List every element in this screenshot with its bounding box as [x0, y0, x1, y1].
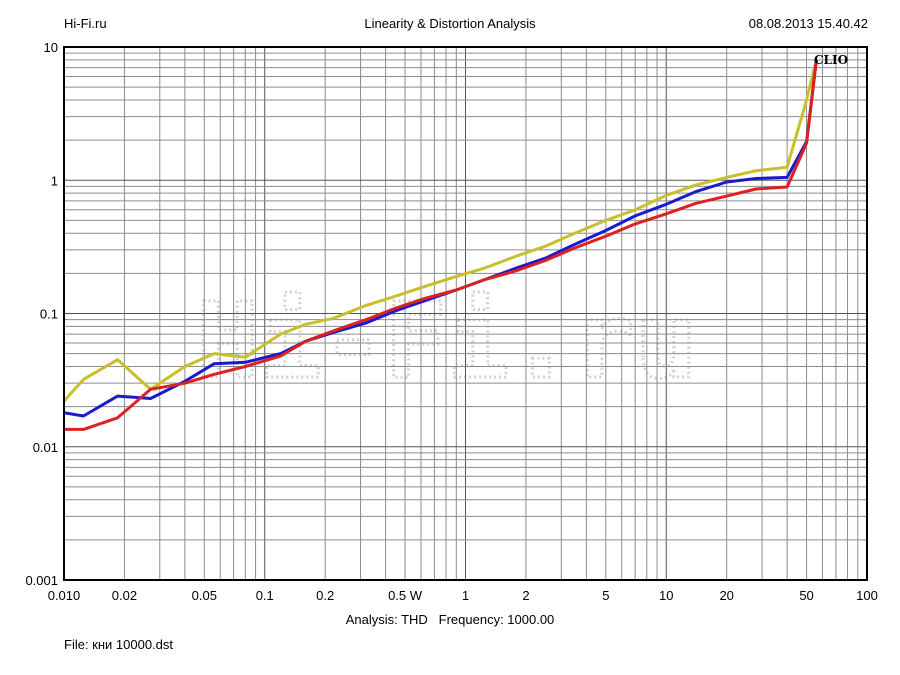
series-line-1: [64, 59, 818, 403]
analysis-info: Analysis: THD Frequency: 1000.00: [0, 612, 900, 627]
y-tick-label: 0.001: [25, 573, 58, 588]
watermark-text: Hi-Fi.ru: [197, 280, 698, 402]
y-tick-label: 1: [51, 173, 58, 188]
x-tick-label: 1: [462, 588, 469, 603]
x-tick-label: 0.02: [112, 588, 137, 603]
chart-title: Linearity & Distortion Analysis: [364, 16, 536, 31]
y-tick-label: 0.1: [40, 307, 58, 322]
x-tick-label: 0.5 W: [388, 588, 423, 603]
clio-logo: CLIO: [814, 53, 848, 67]
x-tick-label: 50: [799, 588, 813, 603]
x-tick-label: 100: [856, 588, 878, 603]
x-tick-label: 0.2: [316, 588, 334, 603]
x-axis-ticks: 0.010 0.02 0.05 0.1 0.2 0.5 W 1 2 5 10 20 50 100: [48, 588, 878, 603]
y-axis-ticks: 10 1 0.1 0.01 0.001: [25, 40, 58, 588]
series-group: [64, 59, 818, 431]
x-tick-label: 20: [719, 588, 733, 603]
watermark: Hi-Fi.ru: [195, 279, 699, 404]
y-tick-label: 0.01: [33, 440, 58, 455]
header-timestamp: 08.08.2013 15.40.42: [748, 16, 868, 31]
x-tick-label: 0.1: [256, 588, 274, 603]
plot-frame: [63, 46, 868, 581]
x-tick-label: 5: [602, 588, 609, 603]
x-tick-label: 0.010: [48, 588, 81, 603]
x-tick-label: 2: [522, 588, 529, 603]
series-line-3: [64, 59, 818, 431]
analysis-label: Analysis: THD: [345, 612, 428, 627]
y-tick-label: 10: [44, 40, 58, 55]
x-tick-label: 10: [659, 588, 673, 603]
frequency-label: Frequency: 1000.00: [438, 612, 555, 627]
x-tick-label: 0.05: [192, 588, 217, 603]
file-label: File: кни 10000.dst: [64, 637, 174, 652]
grid: [63, 47, 867, 581]
header-source: Hi-Fi.ru: [64, 16, 107, 31]
